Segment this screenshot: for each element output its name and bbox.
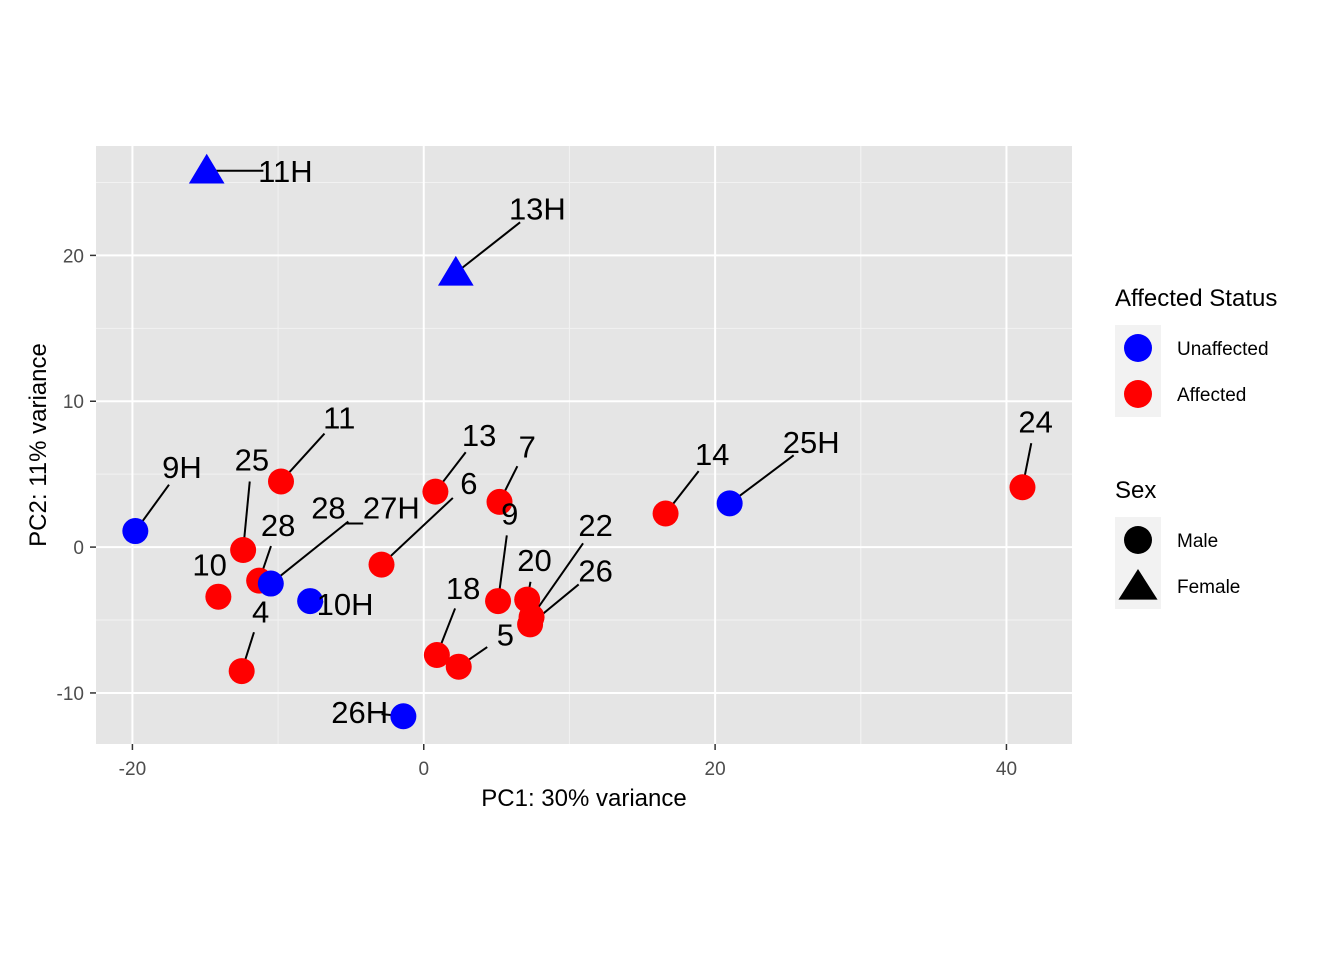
label-connector-lines <box>134 169 1033 718</box>
y-axis-title: PC2: 11% variance <box>25 343 52 547</box>
data-point-circle <box>390 703 417 730</box>
data-point-circle <box>257 570 284 597</box>
point-label: 10H <box>317 587 374 622</box>
point-label: 5 <box>497 618 514 653</box>
y-tick-label: 10 <box>63 392 84 413</box>
point-label: 25 <box>235 443 269 478</box>
point-label: 13H <box>509 192 566 227</box>
y-tick-label: 0 <box>73 538 84 559</box>
point-label: 11H <box>258 154 313 189</box>
data-points <box>122 153 1036 730</box>
legend-title: Affected Status <box>1115 285 1277 312</box>
point-label: 4 <box>252 594 269 629</box>
point-label: 14 <box>695 437 729 472</box>
data-point-circle <box>422 478 449 505</box>
y-tick-label: 20 <box>63 246 84 267</box>
x-tick-label: 20 <box>705 759 726 780</box>
point-labels: 11H 13H 9H 25 11 28 10 28_27H 10H 4 26H 13 6 79 20 22 26… <box>162 154 1053 730</box>
y-axis: -10 0 10 20 <box>57 246 96 705</box>
legend: Affected Status Unaffected Affected Sex Male… <box>1115 285 1277 609</box>
data-point-circle <box>485 588 512 615</box>
x-tick-label: 0 <box>418 759 429 780</box>
point-label: 24 <box>1018 405 1052 440</box>
x-axis-title: PC1: 30% variance <box>481 785 686 812</box>
point-label: 26H <box>331 695 388 730</box>
point-label: 18 <box>446 571 480 606</box>
point-label: 28_27H <box>311 491 420 526</box>
point-label: 9H <box>162 450 202 485</box>
legend-title: Sex <box>1115 477 1156 504</box>
data-point-circle <box>1009 474 1036 501</box>
point-label: 22 <box>578 508 612 543</box>
major-gridlines <box>96 146 1072 744</box>
point-label: 7 <box>519 429 536 464</box>
label-connector <box>729 454 795 505</box>
data-point-circle <box>517 611 544 638</box>
label-connector <box>380 497 454 566</box>
legend-key-triangle <box>1118 569 1158 600</box>
point-label: 11 <box>323 400 355 435</box>
data-point-circle <box>368 551 395 578</box>
plot-panel-background <box>96 146 1072 744</box>
point-label: 13 <box>462 418 496 453</box>
data-point-circle <box>486 488 513 515</box>
legend-key-circle <box>1124 380 1152 408</box>
legend-label: Affected <box>1177 385 1246 406</box>
legend-label: Female <box>1177 577 1240 598</box>
data-point-circle <box>228 658 255 685</box>
data-point-circle <box>652 500 679 527</box>
x-axis: -20 0 20 40 <box>119 744 1017 780</box>
label-connector <box>270 520 349 585</box>
point-label: 9 <box>501 497 518 532</box>
legend-label: Unaffected <box>1177 339 1269 360</box>
point-label: 10 <box>192 548 226 583</box>
data-point-circle <box>122 518 149 545</box>
data-point-triangle <box>188 153 225 184</box>
label-connector <box>530 542 584 618</box>
data-point-triangle <box>437 255 474 286</box>
legend-label: Male <box>1177 531 1218 552</box>
data-point-circle <box>716 490 743 517</box>
legend-key-circle <box>1124 334 1152 362</box>
y-tick-label: -10 <box>57 684 84 705</box>
point-label: 26 <box>578 553 612 588</box>
data-point-circle <box>297 588 324 615</box>
data-point-circle <box>445 653 472 680</box>
legend-key-circle <box>1124 526 1152 554</box>
point-label: 20 <box>517 543 551 578</box>
data-point-circle <box>205 583 232 610</box>
data-point-circle <box>268 468 295 495</box>
x-tick-label: 40 <box>996 759 1017 780</box>
data-point-circle <box>230 537 257 564</box>
label-connector <box>455 221 521 274</box>
point-label: 6 <box>460 466 477 501</box>
point-label: 28 <box>261 508 295 543</box>
minor-gridlines <box>96 146 1072 744</box>
x-tick-label: -20 <box>119 759 146 780</box>
data-point-circle <box>423 642 450 669</box>
point-label: 25H <box>783 425 840 460</box>
